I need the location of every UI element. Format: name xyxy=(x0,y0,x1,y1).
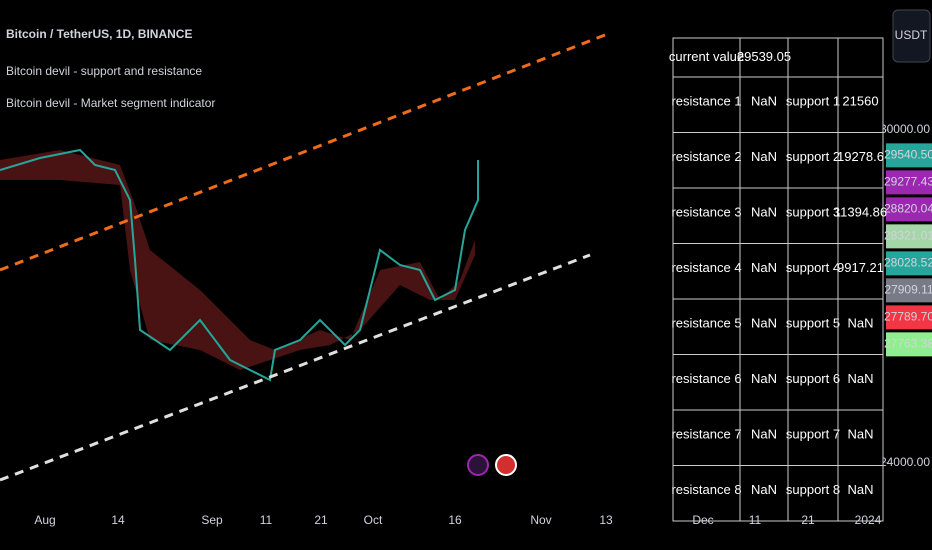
table-cell-text: resistance 8 xyxy=(671,482,741,497)
x-tick-label: 21 xyxy=(801,513,815,527)
y-tick-label: 24000.00 xyxy=(880,455,930,469)
x-tick-label: Sep xyxy=(201,513,223,527)
resistance-trendline xyxy=(0,33,606,272)
table-cell-text: NaN xyxy=(847,482,873,497)
table-cell-text: resistance 3 xyxy=(671,204,741,219)
table-cell-text: current value xyxy=(669,49,744,64)
symbol-title: Bitcoin / TetherUS, 1D, BINANCE xyxy=(6,27,192,41)
table-cell-text: support 2 xyxy=(786,149,840,164)
table-cell-text: NaN xyxy=(847,371,873,386)
indicator-label[interactable]: Bitcoin devil - Market segment indicator xyxy=(6,96,215,110)
price-tag-label: 27909.11 xyxy=(884,283,932,297)
table-cell-text: NaN xyxy=(751,204,777,219)
x-tick-label: 13 xyxy=(599,513,613,527)
price-tag xyxy=(886,278,932,303)
table-cell-text: support 6 xyxy=(786,371,840,386)
table-cell-text: support 3 xyxy=(786,204,840,219)
price-tag-label: 29277.43 xyxy=(884,175,932,189)
x-tick-label: 16 xyxy=(448,513,462,527)
indicator-label[interactable]: Bitcoin devil - support and resistance xyxy=(6,64,202,78)
price-tag-label: 28321.01 xyxy=(884,229,932,243)
x-tick-label: 11 xyxy=(260,513,273,527)
table-cell-text: NaN xyxy=(751,149,777,164)
price-tag xyxy=(886,305,932,330)
table-cell-text: support 4 xyxy=(786,260,840,275)
table-cell xyxy=(837,465,884,522)
table-cell-text: support 5 xyxy=(786,315,840,330)
table-cell-text: resistance 7 xyxy=(671,426,741,441)
table-cell-text: NaN xyxy=(751,93,777,108)
x-tick-label: 14 xyxy=(111,513,125,527)
price-tag xyxy=(886,224,932,249)
y-tick-label: 30000.00 xyxy=(880,122,930,136)
price-tag xyxy=(886,143,932,168)
table-cell-text: NaN xyxy=(751,371,777,386)
table-cell-text: resistance 4 xyxy=(671,260,741,275)
x-tick-label: 11 xyxy=(749,513,762,527)
table-cell-text: support 8 xyxy=(786,482,840,497)
currency-label: USDT xyxy=(895,28,928,42)
price-tag xyxy=(886,197,932,222)
table-bg xyxy=(673,38,883,512)
table-cell-text: NaN xyxy=(751,315,777,330)
price-path xyxy=(0,148,479,382)
table-cell-text: resistance 1 xyxy=(671,93,741,108)
x-tick-label: Dec xyxy=(692,513,713,527)
table-cell-text: NaN xyxy=(751,426,777,441)
table-cell-text: resistance 6 xyxy=(671,371,741,386)
x-tick-label: Aug xyxy=(34,513,55,527)
indicator-ribbon xyxy=(0,150,475,370)
price-tag-label: 27763.38 xyxy=(884,337,932,351)
event-icon[interactable] xyxy=(495,454,517,476)
table-cell-text: support 1 xyxy=(786,93,840,108)
table-cell-text: resistance 2 xyxy=(671,149,741,164)
x-tick-label: Nov xyxy=(530,513,551,527)
table-cell-text: 21560 xyxy=(842,93,878,108)
table-cell-text: NaN xyxy=(847,426,873,441)
price-tag xyxy=(886,332,932,357)
event-icon[interactable] xyxy=(467,454,489,476)
table-cell-text: 29539.05 xyxy=(737,49,791,64)
x-tick-label: 21 xyxy=(314,513,328,527)
x-tick-label: 2024 xyxy=(855,513,882,527)
price-tag-label: 28028.52 xyxy=(884,256,932,270)
table-cell-text: NaN xyxy=(751,260,777,275)
price-tag-label: 27789.70 xyxy=(884,310,932,324)
table-cell-text: 19278.6 xyxy=(837,149,884,164)
price-tag xyxy=(886,170,932,195)
table-cell-text: NaN xyxy=(751,482,777,497)
price-tag-label: 28820.04 xyxy=(884,202,932,216)
table-cell-text: resistance 5 xyxy=(671,315,741,330)
price-tag-label: 29540.50 xyxy=(884,148,932,162)
currency-button[interactable] xyxy=(892,9,931,63)
table-cell-text: 9917.21 xyxy=(837,260,884,275)
table-cell-text: support 7 xyxy=(786,426,840,441)
x-tick-label: Oct xyxy=(364,513,383,527)
price-tag xyxy=(886,251,932,276)
table-cell-text: 11394.86 xyxy=(834,204,887,219)
table-cell-text: NaN xyxy=(847,315,873,330)
